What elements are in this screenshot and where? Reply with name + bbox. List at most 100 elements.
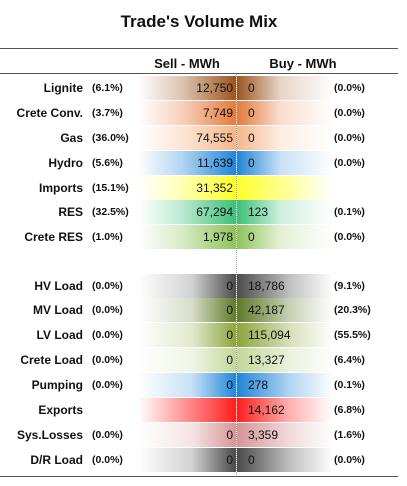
sell-value: 11,639: [197, 156, 233, 170]
row-label: Imports: [38, 181, 83, 195]
buy-cell: 14,162: [237, 398, 333, 422]
header-divider: [0, 73, 398, 74]
table-row: Crete Conv. (3.7%) 7,749 0 (0.0%): [0, 101, 398, 125]
buy-percent: (0.1%): [334, 379, 365, 391]
buy-value: 13,327: [248, 353, 285, 367]
sell-percent: (0.0%): [92, 304, 123, 316]
table-row: Crete RES (1.0%) 1,978 0 (0.0%): [0, 225, 398, 249]
buy-cell: 278: [237, 373, 333, 397]
row-label: Exports: [38, 403, 83, 417]
table-row: Gas (36.0%) 74,555 0 (0.0%): [0, 126, 398, 150]
table-row: MV Load (0.0%) 0 42,187 (20.3%): [0, 298, 398, 322]
sell-percent: (5.6%): [92, 157, 123, 169]
sell-cell: [138, 398, 236, 422]
sell-percent: (3.7%): [92, 107, 123, 119]
buy-value: 278: [248, 378, 269, 392]
sell-value: 0: [226, 353, 233, 367]
table-row: LV Load (0.0%) 0 115,094 (55.5%): [0, 323, 398, 347]
buy-cell: 42,187: [237, 298, 333, 322]
row-label: Crete Conv.: [16, 106, 83, 120]
sell-percent: (0.0%): [92, 454, 123, 466]
buy-value: 14,162: [248, 403, 285, 417]
buy-cell: 0: [237, 448, 333, 472]
sell-percent: (0.0%): [92, 429, 123, 441]
table-row: Lignite (6.1%) 12,750 0 (0.0%): [0, 76, 398, 100]
sell-cell: 0: [138, 323, 236, 347]
sell-column-header: Sell - MWh: [154, 56, 220, 71]
buy-percent: (0.0%): [334, 107, 365, 119]
sell-value: 0: [226, 428, 233, 442]
row-label: Sys.Losses: [16, 428, 83, 442]
row-label: Lignite: [43, 81, 83, 95]
table-row: Exports 14,162 (6.8%): [0, 398, 398, 422]
buy-value: 0: [248, 453, 255, 467]
buy-cell: 3,359: [237, 423, 333, 447]
row-label: Hydro: [48, 156, 83, 170]
title-divider: [0, 48, 398, 49]
sell-percent: (32.5%): [92, 206, 129, 218]
buy-percent: (0.0%): [334, 454, 365, 466]
row-label: Gas: [60, 131, 83, 145]
buy-percent: (55.5%): [334, 329, 371, 341]
sell-value: 0: [226, 328, 233, 342]
sell-cell: 0: [138, 448, 236, 472]
buy-value: 0: [248, 230, 255, 244]
sell-value: 0: [226, 378, 233, 392]
buy-percent: (1.6%): [334, 429, 365, 441]
row-label: Crete RES: [24, 230, 83, 244]
table-row: HV Load (0.0%) 0 18,786 (9.1%): [0, 274, 398, 298]
buy-value: 115,094: [248, 328, 291, 342]
sell-cell: 12,750: [138, 76, 236, 100]
buy-cell: 123: [237, 200, 333, 224]
column-separator: [236, 74, 237, 476]
sell-cell: 74,555: [138, 126, 236, 150]
trade-volume-mix-panel: Trade's Volume Mix Sell - MWh Buy - MWh …: [0, 12, 398, 477]
buy-percent: (0.0%): [334, 231, 365, 243]
sell-cell: 0: [138, 423, 236, 447]
sell-percent: (36.0%): [92, 132, 129, 144]
row-label: HV Load: [34, 279, 83, 293]
sell-cell: 0: [138, 373, 236, 397]
buy-cell: 0: [237, 101, 333, 125]
buy-value: 123: [248, 205, 269, 219]
sell-percent: (1.0%): [92, 231, 123, 243]
sell-cell: 11,639: [138, 151, 236, 175]
buy-value: 0: [248, 156, 255, 170]
buy-percent: (0.0%): [334, 157, 365, 169]
buy-percent: (6.4%): [334, 354, 365, 366]
table-row: D/R Load (0.0%) 0 0 (0.0%): [0, 448, 398, 472]
sell-value: 12,750: [196, 81, 233, 95]
buy-cell: 18,786: [237, 274, 333, 298]
buy-value: 0: [248, 131, 255, 145]
buy-value: 0: [248, 81, 255, 95]
buy-percent: (0.1%): [334, 206, 365, 218]
sell-cell: 0: [138, 348, 236, 372]
sell-percent: (6.1%): [92, 82, 123, 94]
row-label: Crete Load: [20, 353, 83, 367]
sell-value: 67,294: [196, 205, 233, 219]
buy-percent: (0.0%): [334, 132, 365, 144]
sell-value: 31,352: [196, 181, 233, 195]
row-label: LV Load: [36, 328, 83, 342]
buy-cell: [237, 176, 333, 200]
sell-percent: (0.0%): [92, 280, 123, 292]
buy-percent: (20.3%): [334, 304, 371, 316]
buy-cell: 0: [237, 76, 333, 100]
row-label: MV Load: [33, 303, 83, 317]
sell-value: 0: [226, 279, 233, 293]
buy-percent: (0.0%): [334, 82, 365, 94]
buy-cell: 13,327: [237, 348, 333, 372]
table-row: Sys.Losses (0.0%) 0 3,359 (1.6%): [0, 423, 398, 447]
sell-percent: (0.0%): [92, 354, 123, 366]
row-label: RES: [58, 205, 83, 219]
buy-value: 3,359: [248, 428, 279, 442]
sell-percent: (0.0%): [92, 379, 123, 391]
sell-cell: 67,294: [138, 200, 236, 224]
panel-title: Trade's Volume Mix: [120, 12, 278, 31]
sell-value: 7,749: [202, 106, 233, 120]
buy-column-header: Buy - MWh: [269, 56, 337, 71]
buy-cell: 0: [237, 225, 333, 249]
sell-cell: 31,352: [138, 176, 236, 200]
buy-value: 42,187: [248, 303, 285, 317]
buy-cell: 115,094: [237, 323, 333, 347]
